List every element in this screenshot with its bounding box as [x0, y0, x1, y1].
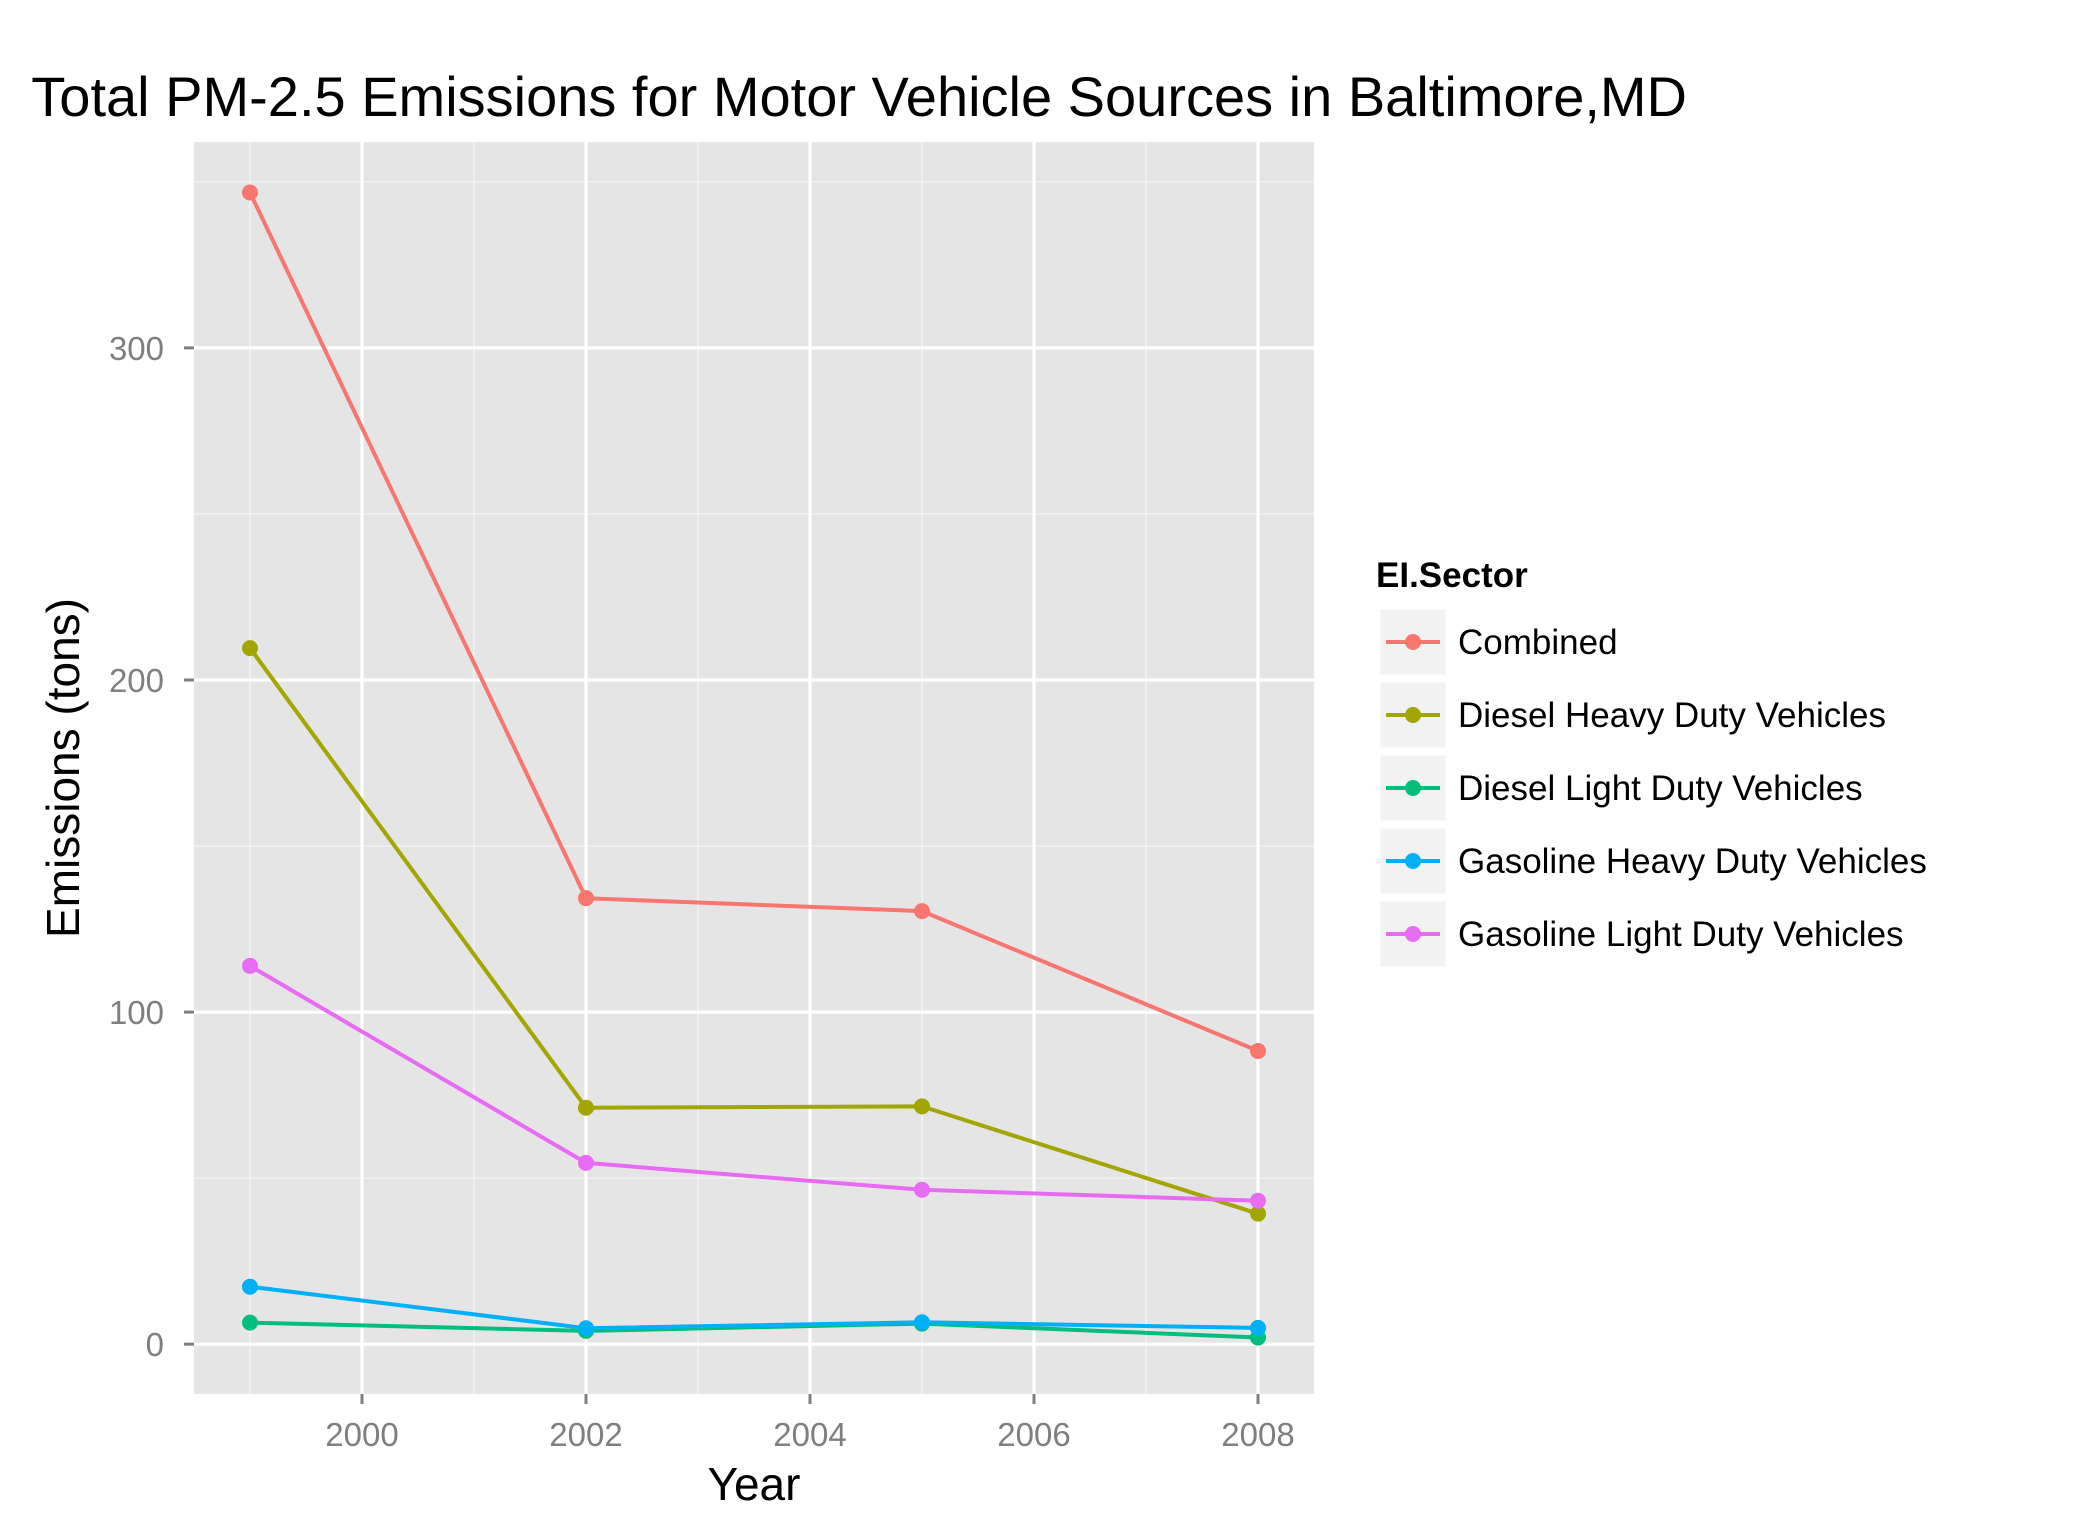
legend-label: Diesel Heavy Duty Vehicles — [1458, 696, 1886, 735]
plot-panel — [194, 142, 1314, 1394]
legend-key-point — [1405, 707, 1421, 723]
series-diesel-heavy-duty-vehicles — [242, 640, 1266, 1222]
data-point — [1250, 1192, 1266, 1209]
data-point — [914, 1181, 930, 1198]
y-tick-label: 200 — [109, 662, 164, 699]
x-tick-label: 2004 — [773, 1416, 846, 1453]
x-tick-label: 2008 — [1221, 1416, 1294, 1453]
data-point — [578, 1099, 594, 1116]
legend-label: Diesel Light Duty Vehicles — [1458, 769, 1863, 808]
legend-item: Gasoline Light Duty Vehicles — [1379, 900, 1904, 968]
chart-title: Total PM-2.5 Emissions for Motor Vehicle… — [31, 65, 1687, 128]
x-tick-label: 2000 — [325, 1416, 398, 1453]
legend-key-point — [1405, 926, 1421, 942]
data-point — [242, 640, 258, 657]
legend-key-point — [1405, 780, 1421, 796]
data-point — [578, 1320, 594, 1337]
data-point — [914, 903, 930, 920]
series-line — [249, 1284, 1259, 1331]
series-line — [248, 646, 1259, 1216]
series-line — [248, 191, 1259, 1053]
axes: 2000 2002 2004 2006 2008 0 100 200 300 — [109, 330, 1295, 1453]
legend-items: Combined Diesel Heavy Duty Vehicles Diesel… — [1379, 608, 1927, 968]
legend-item: Diesel Heavy Duty Vehicles — [1379, 681, 1886, 749]
series-gasoline-heavy-duty-vehicles — [242, 1278, 1266, 1337]
data-point — [578, 890, 594, 907]
data-point — [1250, 1205, 1266, 1222]
data-point — [914, 1314, 930, 1331]
data-point — [1250, 1319, 1266, 1336]
series-gasoline-light-duty-vehicles — [242, 957, 1266, 1209]
y-tick-label: 0 — [146, 1326, 164, 1363]
legend-item: Diesel Light Duty Vehicles — [1379, 754, 1863, 822]
y-tick-label: 100 — [109, 994, 164, 1031]
data-point — [578, 1154, 594, 1171]
series-layer — [242, 184, 1266, 1346]
x-axis-title: Year — [708, 1458, 801, 1510]
major-gridlines — [194, 142, 1314, 1394]
y-tick-label: 300 — [109, 330, 164, 367]
x-tick-label: 2002 — [549, 1416, 622, 1453]
legend-title: EI.Sector — [1376, 556, 1528, 595]
x-tick-label: 2006 — [997, 1416, 1070, 1453]
data-point — [242, 184, 258, 201]
legend-label: Gasoline Light Duty Vehicles — [1458, 915, 1904, 954]
data-point — [914, 1098, 930, 1115]
legend-item: Gasoline Heavy Duty Vehicles — [1379, 827, 1927, 895]
data-point — [242, 1278, 258, 1295]
data-point — [1250, 1042, 1266, 1059]
legend-label: Gasoline Heavy Duty Vehicles — [1458, 842, 1927, 881]
data-point — [242, 1314, 258, 1331]
series-combined — [242, 184, 1266, 1059]
y-axis-title: Emissions (tons) — [37, 598, 89, 938]
legend: EI.Sector Combined Diesel Heavy Duty Vehi… — [1376, 556, 1927, 968]
legend-label: Combined — [1458, 623, 1618, 662]
legend-item: Combined — [1379, 608, 1618, 676]
legend-key-point — [1405, 853, 1421, 869]
data-point — [242, 957, 258, 974]
series-line — [248, 964, 1259, 1203]
legend-key-point — [1405, 634, 1421, 650]
